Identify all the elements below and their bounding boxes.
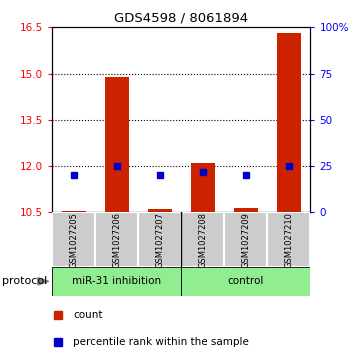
Bar <box>234 208 258 212</box>
Bar <box>52 212 95 267</box>
Bar <box>95 212 138 267</box>
Text: GSM1027210: GSM1027210 <box>284 212 293 268</box>
Bar <box>138 212 181 267</box>
Text: GSM1027207: GSM1027207 <box>155 212 164 268</box>
Bar <box>277 33 301 212</box>
Bar <box>181 212 225 267</box>
Text: percentile rank within the sample: percentile rank within the sample <box>73 337 249 347</box>
Text: GSM1027206: GSM1027206 <box>112 212 121 268</box>
Text: GSM1027209: GSM1027209 <box>242 212 251 268</box>
Bar <box>105 77 129 212</box>
Bar <box>148 209 172 212</box>
Bar <box>52 267 182 296</box>
Bar <box>268 212 310 267</box>
Bar <box>62 211 86 212</box>
Text: GSM1027208: GSM1027208 <box>199 212 208 268</box>
Title: GDS4598 / 8061894: GDS4598 / 8061894 <box>114 12 248 25</box>
Bar <box>225 212 268 267</box>
Text: protocol: protocol <box>2 276 47 286</box>
Polygon shape <box>38 278 49 285</box>
Text: miR-31 inhibition: miR-31 inhibition <box>72 276 161 286</box>
Bar <box>191 163 215 212</box>
Text: count: count <box>73 310 103 320</box>
Text: GSM1027205: GSM1027205 <box>69 212 78 268</box>
Text: control: control <box>228 276 264 286</box>
Bar <box>181 267 310 296</box>
